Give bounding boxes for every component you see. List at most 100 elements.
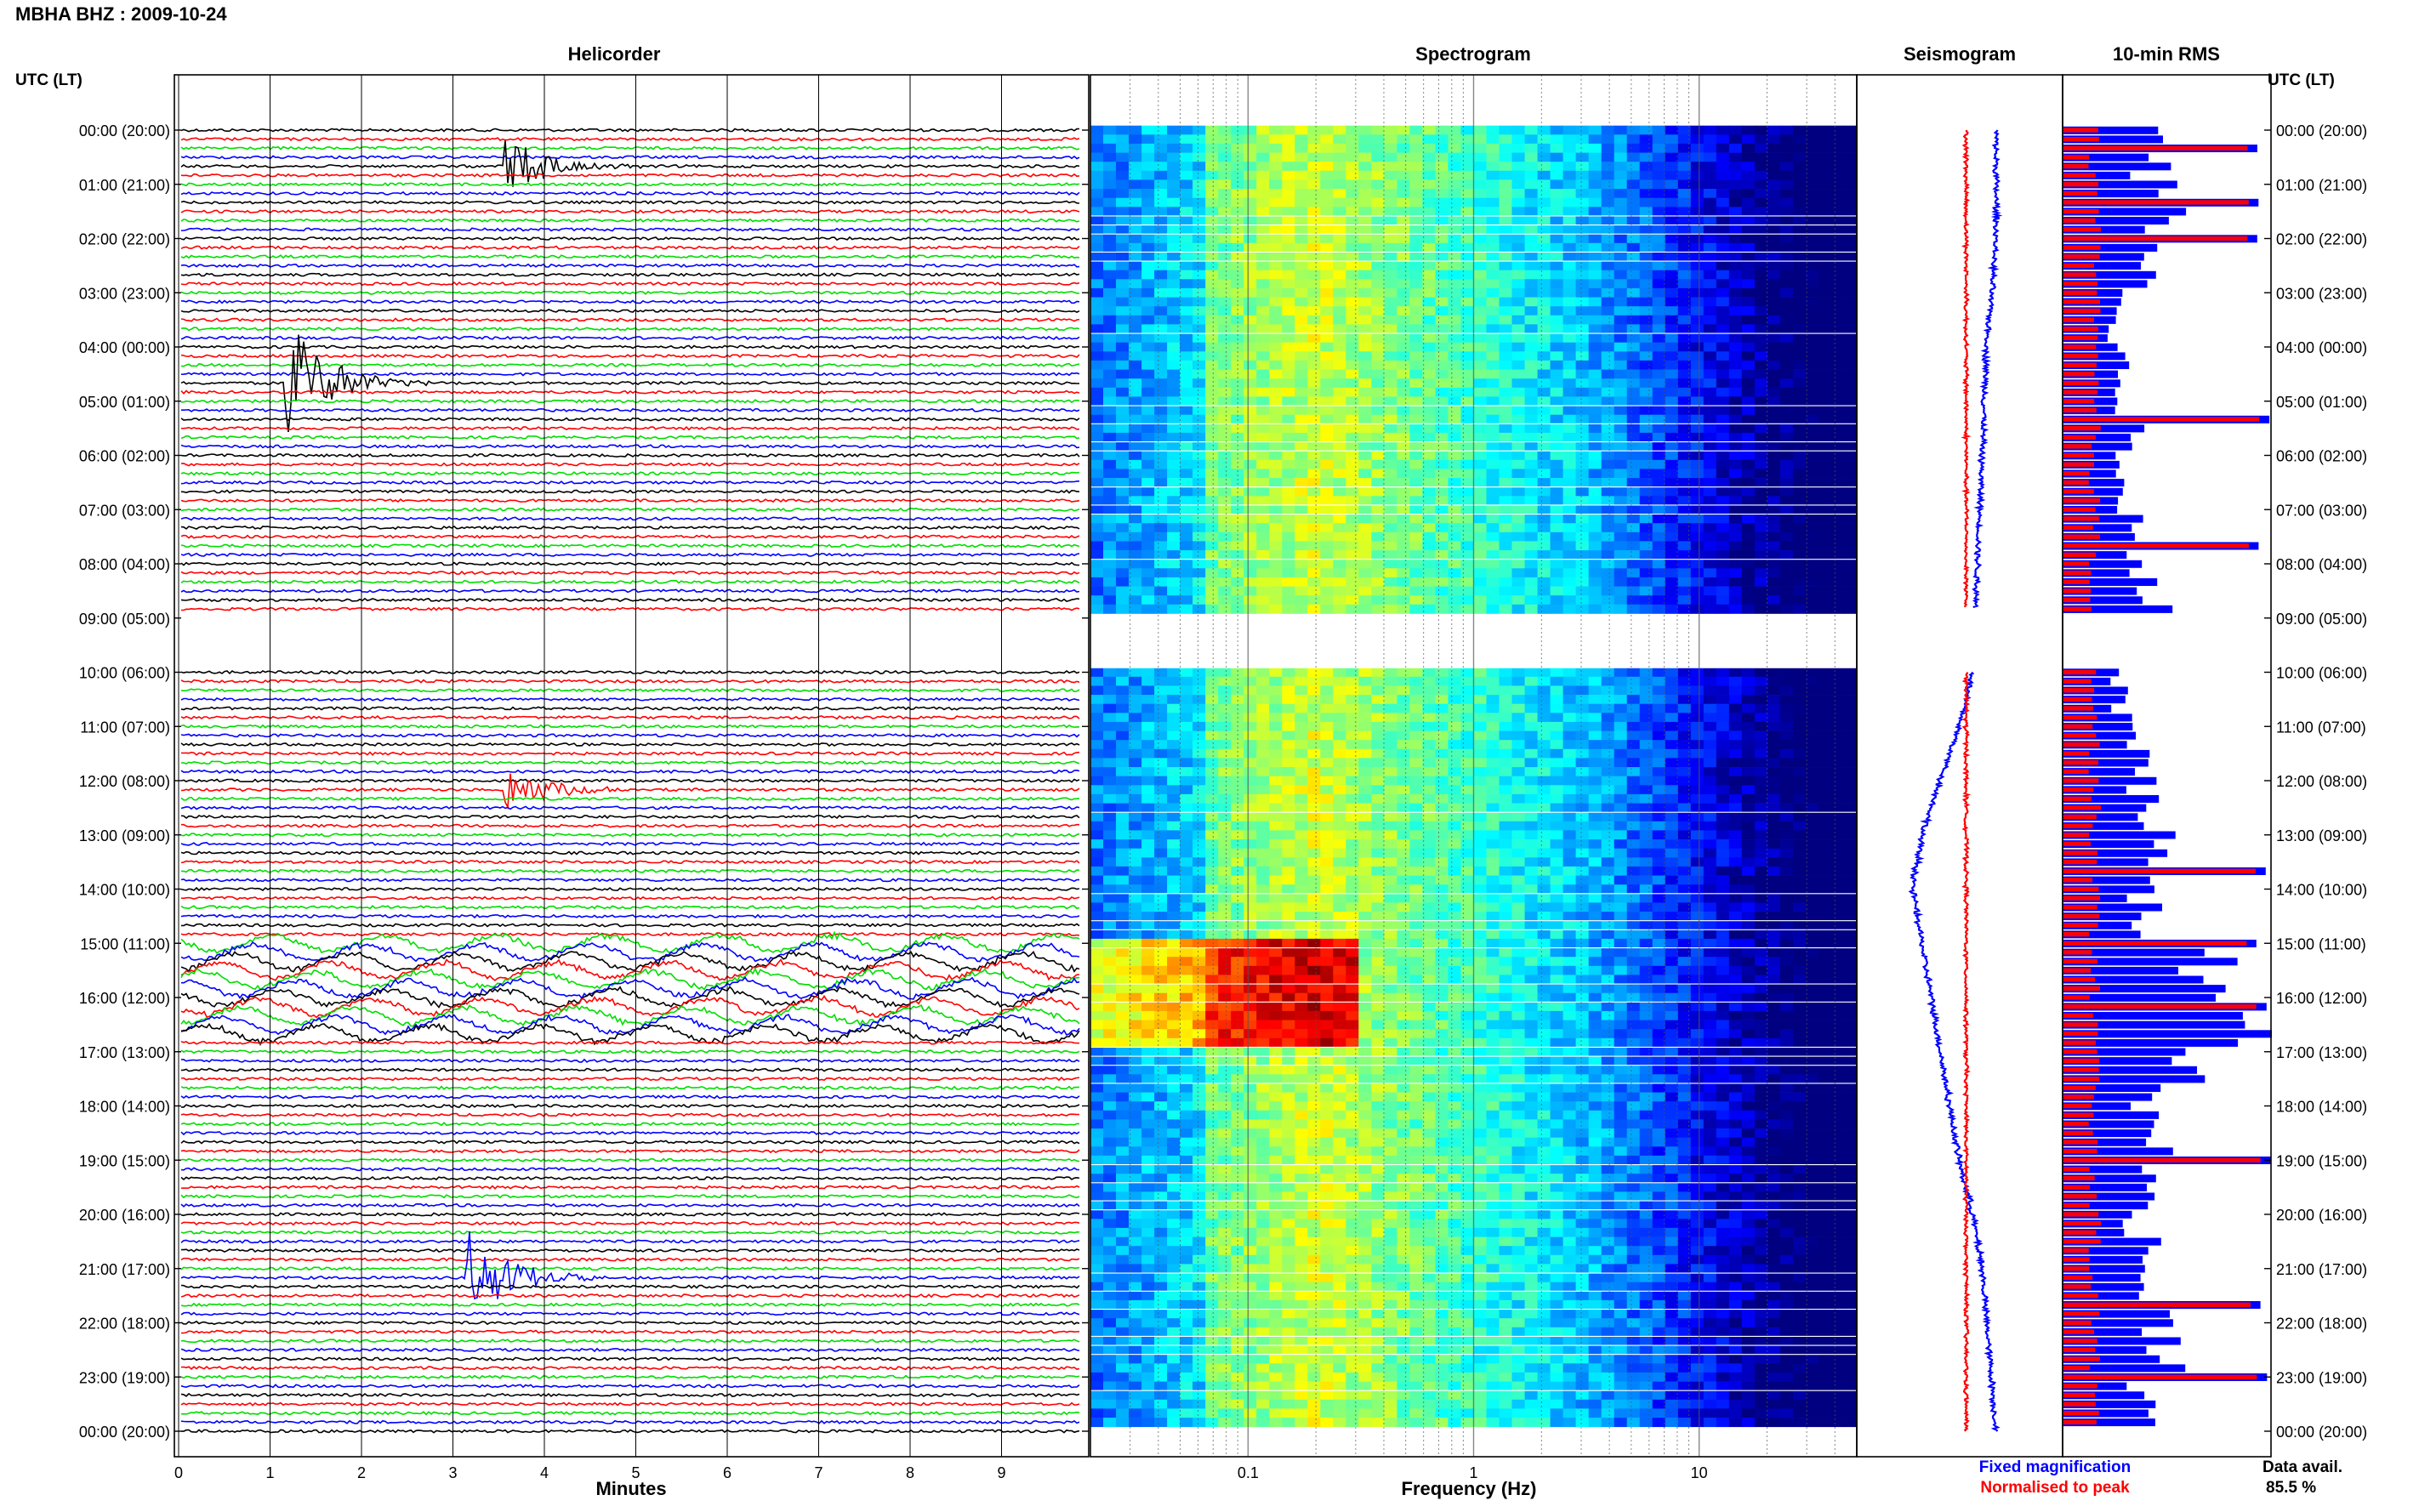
spectrogram-cell <box>1537 866 1551 876</box>
spectrogram-cell <box>1486 469 1500 479</box>
spectrogram-cell <box>1103 541 1117 551</box>
spectrogram-cell <box>1282 730 1295 741</box>
spectrogram-cell <box>1282 360 1295 370</box>
spectrogram-cell <box>1562 451 1577 461</box>
helicorder-trace-black <box>181 1103 1080 1109</box>
spectrogram-cell <box>1371 748 1385 759</box>
spectrogram-cell <box>1358 333 1372 344</box>
spectrogram-cell <box>1511 730 1526 741</box>
spectrogram-cell <box>1435 496 1449 506</box>
spectrogram-cell <box>1448 685 1462 696</box>
spectrogram-cell <box>1626 342 1641 352</box>
helicorder-trace-red <box>181 606 1080 611</box>
spectrogram-cell <box>1550 170 1564 180</box>
spectrogram-cell <box>1409 351 1423 361</box>
spectrogram-cell <box>1384 875 1397 885</box>
spectrogram-cell <box>1333 287 1346 298</box>
spectrogram-cell <box>1588 287 1602 298</box>
spectrogram-cell <box>1818 207 1832 217</box>
spectrogram-cell <box>1601 496 1615 506</box>
spectrogram-cell <box>1346 740 1359 750</box>
spectrogram-cell <box>1422 242 1436 253</box>
spectrogram-cell <box>1690 360 1705 370</box>
spectrogram-cell <box>1397 225 1410 235</box>
spectrogram-cell <box>1473 541 1488 551</box>
spectrogram-cell <box>1741 812 1756 822</box>
spectrogram-cell <box>1167 261 1181 271</box>
spectrogram-cell <box>1728 423 1743 434</box>
spectrogram-cell <box>1677 342 1692 352</box>
spectrogram-cell <box>1409 748 1423 759</box>
helicorder-trace-red <box>180 281 1080 287</box>
spectrogram-cell <box>1792 568 1807 578</box>
spectrogram-cell <box>1180 287 1193 298</box>
spectrogram-cell <box>1435 152 1449 162</box>
spectrogram-cell <box>1116 531 1130 542</box>
spectrogram-cell <box>1588 261 1602 271</box>
spectrogram-cell <box>1626 531 1641 542</box>
spectrogram-cell <box>1141 215 1155 225</box>
spectrogram-cell <box>1116 758 1130 768</box>
spectrogram-cell <box>1575 514 1590 524</box>
spectrogram-cell <box>1346 207 1359 217</box>
spectrogram-cell <box>1282 541 1295 551</box>
spectrogram-cell <box>1269 713 1283 723</box>
spectrogram-cell <box>1141 270 1155 280</box>
spectrogram-cell <box>1614 406 1628 416</box>
spectrogram-cell <box>1511 351 1526 361</box>
spectrogram-cell <box>1728 884 1743 895</box>
spectrogram-cell <box>1779 812 1794 822</box>
spectrogram-cell <box>1575 776 1590 786</box>
spectrogram-cell <box>1422 143 1436 153</box>
spectrogram-cell <box>1614 893 1628 903</box>
spectrogram-cell <box>1588 486 1602 497</box>
spectrogram-cell <box>1192 902 1206 912</box>
spectrogram-cell <box>1779 125 1794 135</box>
spectrogram-cell <box>1716 685 1730 696</box>
spectrogram-cell <box>1486 134 1500 145</box>
spectrogram-cell <box>1665 215 1679 225</box>
helicorder-trace-red <box>180 958 1080 981</box>
spectrogram-cell <box>1282 758 1295 768</box>
spectrogram-cell <box>1473 378 1488 389</box>
spectrogram-cell <box>1384 387 1397 397</box>
spectrogram-cell <box>1256 839 1270 850</box>
spectrogram-cell <box>1295 234 1308 244</box>
spectrogram-cell <box>1205 134 1219 145</box>
spectrogram-cell <box>1154 514 1168 524</box>
spectrogram-cell <box>1690 893 1705 903</box>
spectrogram-cell <box>1665 162 1679 172</box>
spectrogram-cell <box>1103 676 1117 686</box>
spectrogram-cell <box>1167 234 1181 244</box>
spectrogram-cell <box>1205 125 1219 135</box>
spectrogram-cell <box>1295 459 1308 469</box>
spectrogram-cell <box>1090 451 1104 461</box>
spectrogram-cell <box>1626 577 1641 587</box>
spectrogram-cell <box>1601 414 1615 424</box>
spectrogram-cell <box>1792 170 1807 180</box>
spectrogram-cell <box>1626 821 1641 831</box>
spectrogram-cell <box>1550 324 1564 334</box>
spectrogram-cell <box>1231 378 1244 389</box>
spectrogram-cell <box>1371 152 1385 162</box>
spectrogram-cell <box>1090 387 1104 397</box>
spectrogram-cell <box>1371 297 1385 307</box>
spectrogram-cell <box>1792 342 1807 352</box>
spectrogram-cell <box>1256 866 1270 876</box>
spectrogram-cell <box>1409 676 1423 686</box>
spectrogram-cell <box>1511 902 1526 912</box>
spectrogram-cell <box>1244 676 1257 686</box>
spectrogram-cell <box>1626 668 1641 678</box>
spectrogram-cell <box>1524 767 1539 777</box>
spectrogram-cell <box>1154 423 1168 434</box>
spectrogram-cell <box>1818 378 1832 389</box>
spectrogram-cell <box>1677 514 1692 524</box>
spectrogram-cell <box>1371 143 1385 153</box>
spectrogram-cell <box>1269 523 1283 533</box>
spectrogram-cell <box>1550 740 1564 750</box>
spectrogram-cell <box>1460 270 1475 280</box>
spectrogram-cell <box>1639 568 1653 578</box>
spectrogram-cell <box>1384 531 1397 542</box>
spectrogram-cell <box>1409 324 1423 334</box>
spectrogram-cell <box>1665 595 1679 605</box>
